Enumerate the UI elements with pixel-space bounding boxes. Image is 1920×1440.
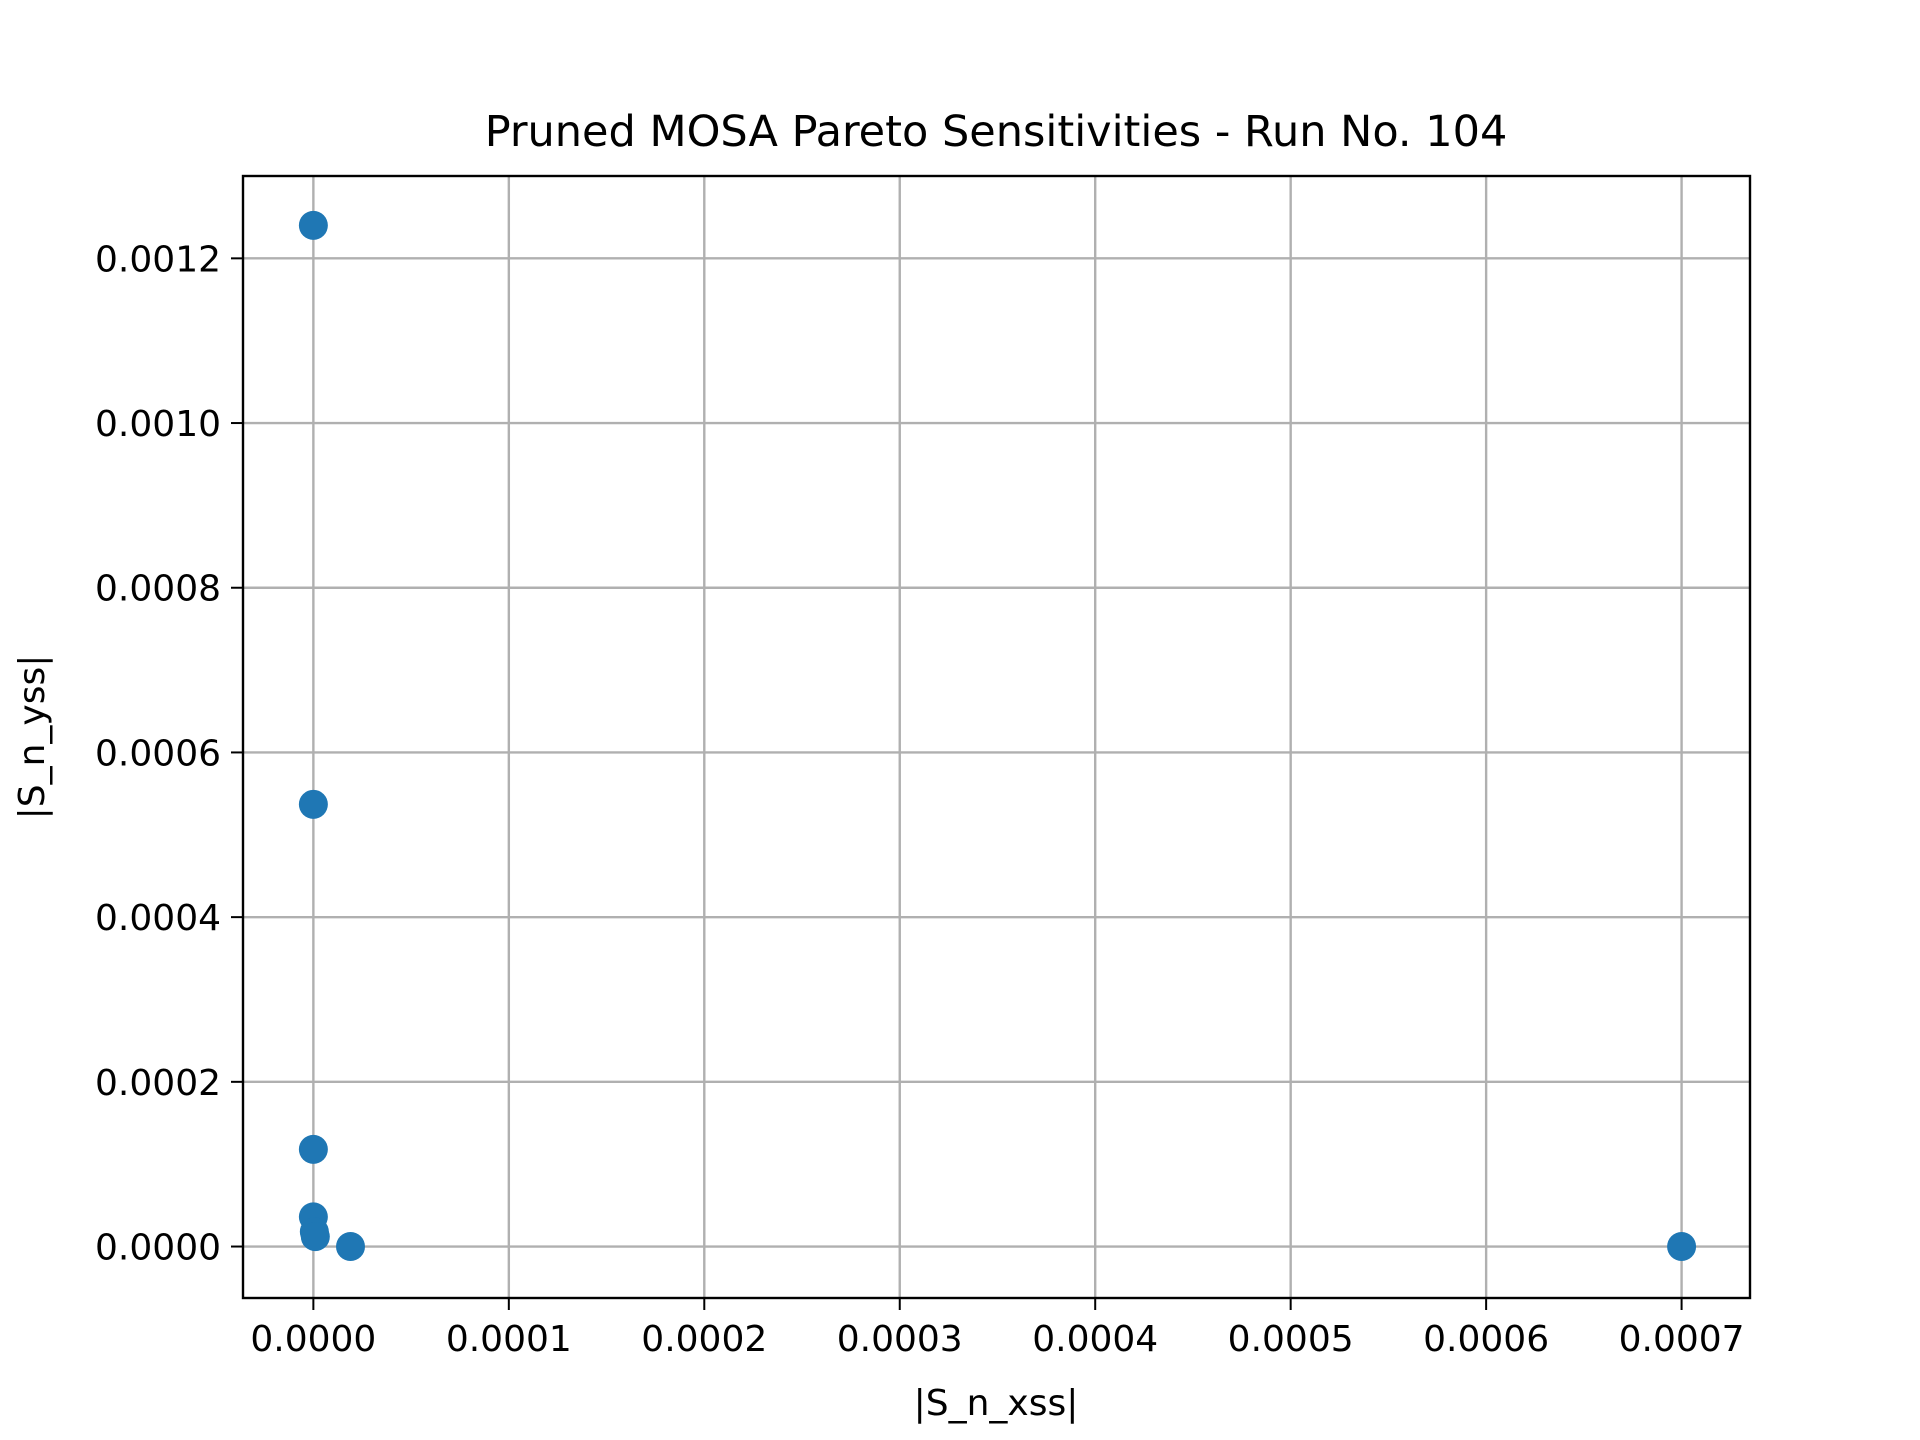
chart-title: Pruned MOSA Pareto Sensitivities - Run N… — [485, 107, 1508, 157]
x-tick-label: 0.0006 — [1423, 1319, 1549, 1360]
x-axis-label: |S_n_xss| — [914, 1383, 1079, 1424]
x-tick-label: 0.0000 — [250, 1319, 376, 1360]
x-tick-label: 0.0007 — [1619, 1319, 1745, 1360]
scatter-point — [336, 1232, 366, 1262]
grid-layer — [243, 176, 1750, 1298]
scatter-point — [300, 1222, 330, 1252]
x-tick-label: 0.0005 — [1228, 1319, 1354, 1360]
y-tick-label: 0.0002 — [95, 1063, 221, 1104]
x-tick-label: 0.0003 — [837, 1319, 963, 1360]
x-tick-label: 0.0001 — [446, 1319, 572, 1360]
x-tick-label: 0.0004 — [1032, 1319, 1158, 1360]
ticks-layer: 0.0000 0.0001 0.0002 0.0003 0.0004 0.0005 0.00… — [95, 239, 1745, 1360]
points-layer — [298, 210, 1697, 1262]
y-axis-label: |S_n_yss| — [12, 655, 53, 820]
scatter-point — [298, 1134, 328, 1164]
y-tick-label: 0.0010 — [95, 404, 221, 445]
y-tick-label: 0.0012 — [95, 239, 221, 280]
x-tick-label: 0.0002 — [641, 1319, 767, 1360]
scatter-point — [1667, 1232, 1697, 1262]
scatter-point — [298, 789, 328, 819]
y-tick-label: 0.0008 — [95, 569, 221, 610]
plot-frame — [241, 174, 1752, 1300]
y-tick-label: 0.0006 — [95, 733, 221, 774]
y-tick-label: 0.0000 — [95, 1228, 221, 1269]
scatter-point — [298, 210, 328, 240]
y-tick-label: 0.0004 — [95, 898, 221, 939]
